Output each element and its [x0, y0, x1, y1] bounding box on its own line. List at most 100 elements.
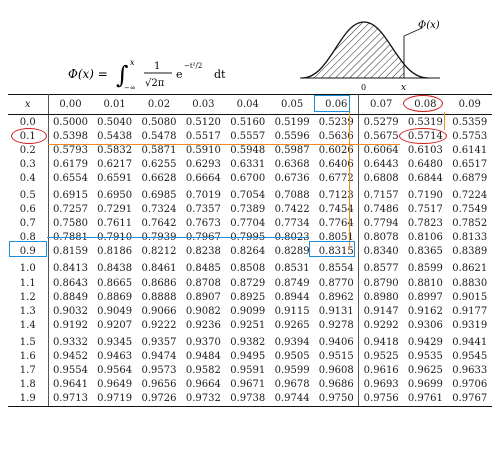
- table-cell: 0.7157: [363, 190, 399, 202]
- table-cell: 0.6985: [141, 190, 177, 202]
- table-cell: 0.9738: [225, 391, 270, 407]
- table-row: 1.9 0.9713 0.9719 0.9726 0.9732 0.9738 0.9744 0…: [8, 391, 492, 407]
- row-label: 0.7: [8, 216, 49, 231]
- table-cell: 0.8212: [141, 246, 177, 258]
- table-cell: 0.9049: [97, 305, 133, 317]
- table-cell: 0.9608: [314, 363, 360, 378]
- row-label: 1.9: [8, 391, 49, 407]
- table-cell: 0.9649: [97, 379, 133, 391]
- table-cell: 0.7910: [97, 232, 133, 244]
- table-cell: 0.7517: [407, 204, 443, 216]
- table-cell: 0.5871: [141, 144, 177, 156]
- row-label: 0.9: [8, 244, 49, 259]
- phi-label: Φ(x): [418, 20, 440, 31]
- table-cell: 0.9474: [141, 351, 177, 363]
- column-header: 0.01: [92, 94, 137, 115]
- table-row: 0.0 0.5000 0.5040 0.5080 0.5120 0.5160 0.5199 0…: [8, 114, 492, 130]
- table-cell: 0.8531: [274, 263, 310, 275]
- table-cell: 0.8023: [274, 232, 310, 244]
- table-cell: 0.8078: [363, 232, 399, 244]
- table-cell: 0.9505: [274, 351, 310, 363]
- table-cell: 0.5793: [52, 144, 88, 156]
- table-cell: 0.9719: [92, 391, 137, 407]
- table-cell: 0.5438: [97, 130, 133, 142]
- table-cell: 0.9306: [407, 319, 443, 331]
- table-cell: 0.5910: [185, 144, 221, 156]
- table-cell: 0.5714: [407, 130, 443, 142]
- table-cell: 0.7642: [141, 218, 177, 230]
- table-cell: 0.6406: [314, 157, 360, 172]
- table-cell: 0.7088: [274, 190, 310, 202]
- table-header-row: x 0.00 0.01 0.02 0.03 0.04 0.05 0.06 0.0…: [8, 94, 492, 115]
- table-cell: 0.9495: [230, 351, 266, 363]
- table-cell: 0.6950: [97, 190, 133, 202]
- table-cell: 0.9429: [407, 336, 443, 348]
- table-cell: 0.7995: [230, 232, 266, 244]
- table-cell: 0.9616: [363, 365, 399, 377]
- table-cell: 0.8810: [407, 277, 443, 289]
- table-cell: 0.5753: [452, 130, 488, 142]
- table-cell: 0.5398: [52, 130, 88, 142]
- table-cell: 0.7454: [314, 202, 360, 217]
- table-cell: 0.9131: [314, 304, 360, 319]
- row-label: 1.1: [8, 276, 49, 291]
- table-cell: 0.9032: [52, 305, 88, 317]
- table-row: 1.7 0.9554 0.9564 0.9573 0.9582 0.9591 0.9599 0…: [8, 363, 492, 378]
- table-cell: 0.9656: [141, 379, 177, 391]
- table-cell: 0.9582: [185, 365, 221, 377]
- table-cell: 0.7939: [141, 232, 177, 244]
- table-cell: 0.6700: [230, 172, 266, 184]
- table-cell: 0.6879: [452, 172, 488, 184]
- table-row: 0.1 0.5398 0.5438 0.5478 0.5517 0.5557 0.5596 0…: [8, 129, 492, 144]
- table-cell: 0.6443: [363, 158, 399, 170]
- table-cell: 0.9599: [274, 365, 310, 377]
- table-cell: 0.7734: [274, 218, 310, 230]
- table-cell: 0.9545: [452, 351, 488, 363]
- row-label: 1.5: [8, 332, 49, 350]
- table-cell: 0.9525: [363, 351, 399, 363]
- table-cell: 0.9236: [185, 319, 221, 331]
- table-cell: 0.7673: [185, 218, 221, 230]
- table-cell: 0.8749: [274, 277, 310, 289]
- table-cell: 0.9099: [230, 305, 266, 317]
- row-label: 0.3: [8, 157, 49, 172]
- bell-curve-figure: Φ(x) x 0: [300, 20, 440, 92]
- table-cell: 0.5319: [407, 116, 443, 128]
- table-cell: 0.9452: [52, 351, 88, 363]
- table-cell: 0.8238: [185, 246, 221, 258]
- table-cell: 0.9678: [274, 379, 310, 391]
- table-cell: 0.8997: [407, 291, 443, 303]
- table-cell: 0.5080: [141, 116, 177, 128]
- table-cell: 0.7611: [97, 218, 133, 230]
- table-cell: 0.5199: [274, 116, 310, 128]
- table-cell: 0.9292: [363, 319, 399, 331]
- table-cell: 0.8665: [97, 277, 133, 289]
- table-cell: 0.8413: [52, 263, 88, 275]
- table-cell: 0.8643: [52, 277, 88, 289]
- table-cell: 0.9726: [136, 391, 182, 407]
- table-row: 1.3 0.9032 0.9049 0.9066 0.9082 0.9099 0.9115 0…: [8, 304, 492, 319]
- table-cell: 0.8485: [185, 263, 221, 275]
- table-cell: 0.7389: [230, 204, 266, 216]
- table-cell: 0.9625: [407, 365, 443, 377]
- table-cell: 0.8461: [141, 263, 177, 275]
- table-cell: 0.9345: [97, 336, 133, 348]
- table-cell: 0.9463: [97, 351, 133, 363]
- x-label: x: [401, 83, 406, 92]
- integral-upper: x: [130, 58, 135, 67]
- table-row: 0.8 0.7881 0.7910 0.7939 0.7967 0.7995 0.8023 0…: [8, 230, 492, 245]
- table-cell: 0.9686: [314, 377, 360, 392]
- row-label: 0.8: [8, 230, 49, 245]
- table-cell: 0.9222: [141, 319, 177, 331]
- table-cell: 0.9319: [452, 319, 488, 331]
- table-cell: 0.6103: [407, 144, 443, 156]
- row-label: 0.2: [8, 143, 49, 158]
- table-cell: 0.5596: [274, 130, 310, 142]
- table-cell: 0.9591: [230, 365, 266, 377]
- table-cell: 0.8790: [363, 277, 399, 289]
- table-cell: 0.6517: [452, 158, 488, 170]
- table-cell: 0.7794: [363, 218, 399, 230]
- table-cell: 0.6736: [274, 172, 310, 184]
- table-cell: 0.7357: [185, 204, 221, 216]
- table-cell: 0.5675: [363, 130, 399, 142]
